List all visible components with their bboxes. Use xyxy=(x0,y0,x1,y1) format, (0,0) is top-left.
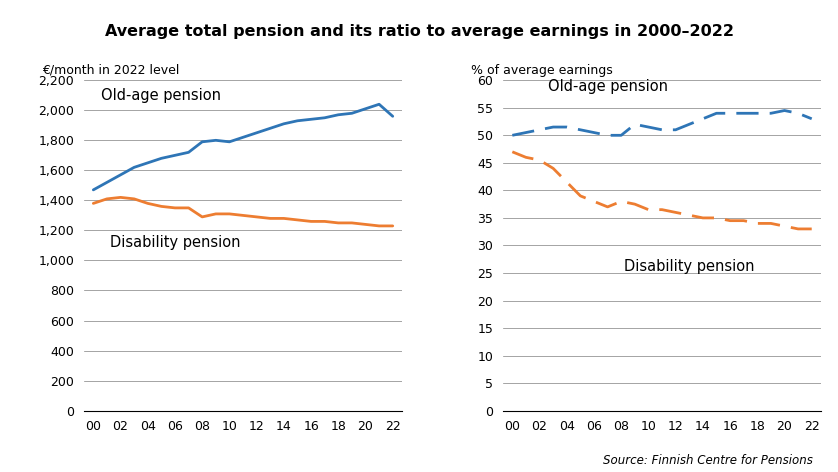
Text: Disability pension: Disability pension xyxy=(624,259,754,274)
Text: Old-age pension: Old-age pension xyxy=(101,88,221,103)
Text: €/month in 2022 level: €/month in 2022 level xyxy=(43,64,180,77)
Text: Average total pension and its ratio to average earnings in 2000–2022: Average total pension and its ratio to a… xyxy=(105,24,733,39)
Text: Disability pension: Disability pension xyxy=(110,235,241,250)
Text: % of average earnings: % of average earnings xyxy=(471,64,613,77)
Text: Source: Finnish Centre for Pensions: Source: Finnish Centre for Pensions xyxy=(603,454,813,467)
Text: Old-age pension: Old-age pension xyxy=(547,79,668,94)
